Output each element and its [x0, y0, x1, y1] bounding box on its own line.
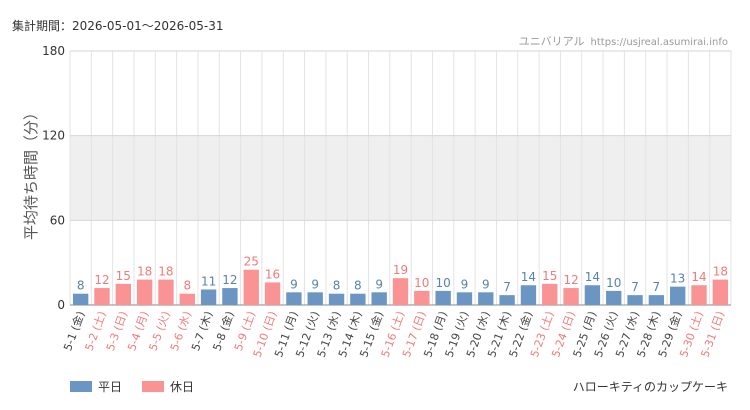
bar — [712, 279, 729, 305]
bar — [222, 288, 238, 305]
legend-swatch-holiday — [142, 381, 165, 392]
bar — [371, 292, 387, 305]
bar-value-label: 7 — [631, 280, 639, 294]
bar-value-label: 10 — [414, 276, 429, 290]
legend-item-weekday[interactable]: 平日 — [70, 378, 122, 395]
shaded-band — [70, 135, 731, 221]
bar — [563, 288, 579, 305]
bar-value-label: 18 — [713, 265, 728, 279]
bar-value-label: 10 — [606, 276, 621, 290]
bar — [392, 278, 409, 305]
bar — [72, 293, 89, 305]
bar — [456, 292, 473, 305]
y-tick-label: 120 — [42, 129, 65, 143]
bar-value-label: 15 — [542, 269, 557, 283]
site-name: ユニバリアル — [518, 35, 585, 48]
bar — [542, 283, 558, 305]
bar — [414, 290, 430, 305]
bar — [328, 293, 345, 305]
y-tick-label: 180 — [42, 44, 65, 58]
bar-value-label: 9 — [375, 277, 383, 291]
bar-value-label: 11 — [201, 274, 216, 288]
bar-value-label: 8 — [183, 279, 191, 293]
y-tick-label: 60 — [50, 213, 65, 227]
bar-value-label: 16 — [265, 267, 280, 281]
bar — [286, 292, 302, 305]
bar — [435, 290, 451, 305]
bar — [606, 290, 622, 305]
bar-value-label: 14 — [585, 270, 600, 284]
bar — [584, 285, 601, 305]
bar-value-label: 14 — [691, 270, 706, 284]
attraction-name: ハローキティのカップケーキ — [572, 380, 728, 394]
bar — [478, 292, 494, 305]
bar — [94, 288, 110, 305]
bar-value-label: 9 — [461, 277, 469, 291]
bar-value-label: 10 — [436, 276, 451, 290]
bar-value-label: 9 — [311, 277, 319, 291]
bar-value-label: 7 — [653, 280, 661, 294]
bar-value-label: 8 — [333, 279, 341, 293]
legend-item-holiday[interactable]: 休日 — [142, 378, 194, 395]
bar — [307, 292, 323, 305]
bar — [627, 295, 643, 305]
bar-value-label: 12 — [563, 273, 578, 287]
bar — [499, 295, 515, 305]
bar — [264, 282, 281, 305]
site-url[interactable]: https://usjreal.asumirai.info — [590, 37, 728, 48]
bar — [648, 295, 665, 305]
bar-value-label: 13 — [670, 272, 685, 286]
bar — [520, 285, 537, 305]
bar — [200, 289, 217, 305]
bar — [115, 283, 131, 305]
bar-value-label: 18 — [158, 265, 173, 279]
bar-value-label: 12 — [94, 273, 109, 287]
legend-label-holiday: 休日 — [170, 380, 195, 394]
bar — [179, 293, 195, 305]
bar-value-label: 8 — [77, 279, 85, 293]
bar — [691, 285, 707, 305]
bar-value-label: 25 — [244, 255, 259, 269]
bar-value-label: 18 — [137, 265, 152, 279]
bar-value-label: 7 — [503, 280, 511, 294]
bar — [136, 279, 153, 305]
bar-value-label: 12 — [222, 273, 237, 287]
chart-legend: 平日 休日 — [70, 378, 214, 395]
site-credit: ユニバリアル https://usjreal.asumirai.info — [519, 33, 728, 49]
bar-value-label: 9 — [482, 277, 490, 291]
legend-swatch-weekday — [70, 381, 92, 392]
bar — [243, 269, 259, 305]
bar — [350, 293, 366, 305]
period-label: 集計期間：2026-05-01〜2026-05-31 — [12, 19, 224, 33]
bar-value-label: 19 — [393, 263, 408, 277]
y-tick-label: 0 — [57, 298, 65, 312]
bar-value-label: 15 — [116, 269, 131, 283]
bar-value-label: 8 — [354, 279, 362, 293]
bar-value-label: 14 — [521, 270, 536, 284]
bar — [670, 286, 686, 305]
bar-value-label: 9 — [290, 277, 298, 291]
legend-label-weekday: 平日 — [98, 380, 123, 394]
bar — [158, 279, 174, 305]
